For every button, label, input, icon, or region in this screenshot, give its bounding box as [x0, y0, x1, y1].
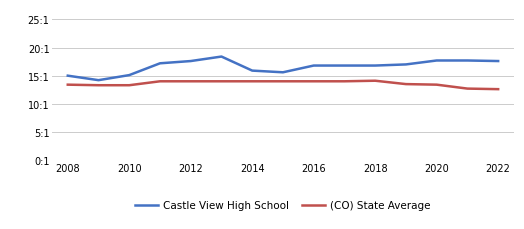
(CO) State Average — [403, 83, 409, 86]
(CO) State Average — [95, 85, 102, 87]
(CO) State Average — [372, 80, 378, 83]
Castle View High School — [341, 65, 347, 68]
(CO) State Average — [341, 81, 347, 83]
Castle View High School — [64, 75, 71, 78]
(CO) State Average — [188, 81, 194, 83]
Castle View High School — [157, 63, 163, 65]
Castle View High School — [372, 65, 378, 68]
Castle View High School — [464, 60, 471, 63]
Castle View High School — [219, 56, 225, 59]
Castle View High School — [188, 60, 194, 63]
Castle View High School — [495, 60, 501, 63]
(CO) State Average — [157, 81, 163, 83]
Legend: Castle View High School, (CO) State Average: Castle View High School, (CO) State Aver… — [133, 199, 433, 213]
Castle View High School — [311, 65, 317, 68]
(CO) State Average — [219, 81, 225, 83]
Castle View High School — [126, 74, 133, 77]
(CO) State Average — [280, 81, 286, 83]
Line: (CO) State Average: (CO) State Average — [68, 81, 498, 90]
Castle View High School — [403, 64, 409, 66]
(CO) State Average — [126, 85, 133, 87]
(CO) State Average — [495, 88, 501, 91]
(CO) State Average — [433, 84, 440, 87]
Castle View High School — [249, 70, 255, 73]
Line: Castle View High School: Castle View High School — [68, 57, 498, 81]
(CO) State Average — [249, 81, 255, 83]
(CO) State Average — [64, 84, 71, 87]
Castle View High School — [280, 72, 286, 74]
Castle View High School — [95, 79, 102, 82]
(CO) State Average — [464, 88, 471, 91]
(CO) State Average — [311, 81, 317, 83]
Castle View High School — [433, 60, 440, 63]
